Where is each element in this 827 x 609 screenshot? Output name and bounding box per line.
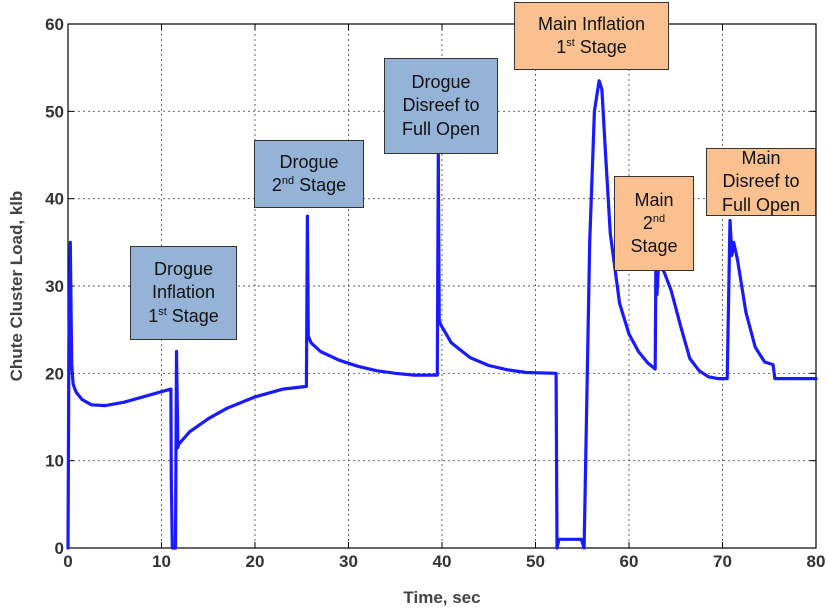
y-tick-label: 40 [45, 190, 64, 209]
annotation-text: 1 [148, 305, 159, 326]
y-tick-label: 50 [45, 102, 64, 121]
annotation-line: Drogue [279, 151, 339, 172]
x-tick-label: 0 [63, 552, 72, 571]
annotation-line: 1st Stage [556, 36, 627, 59]
annotation-text: Stage [294, 175, 347, 195]
x-tick-label: 20 [246, 552, 265, 571]
annotation-text: Stage [574, 37, 627, 57]
x-tick-label: 80 [807, 552, 826, 571]
x-tick-label: 10 [152, 552, 171, 571]
annotation-superscript: st [158, 305, 167, 318]
annotation-line: Disreef to [402, 95, 480, 116]
x-tick-label: 50 [526, 552, 545, 571]
annotation-line: Full Open [401, 118, 481, 139]
x-tick-label: 40 [433, 552, 452, 571]
y-tick-label: 20 [45, 364, 64, 383]
annotation-line: Stage [630, 236, 678, 257]
annotation-text: 2 [271, 175, 282, 195]
annotation-line: 1st Stage [148, 305, 219, 328]
annotation-line: Main Inflation [537, 13, 646, 34]
y-axis-label: Chute Cluster Load, klb [7, 191, 26, 382]
annotation-callout: Main Inflation 1st Stage [514, 2, 669, 70]
annotation-line: Main [634, 189, 674, 210]
annotation-callout: Drogue 2nd Stage [254, 140, 364, 208]
axis-ticks: 0 10 20 30 40 50 60 70 80 0 10 20 30 40 50 60 [45, 15, 825, 571]
x-tick-label: 70 [713, 552, 732, 571]
annotation-callout: Main 2nd Stage [614, 176, 694, 271]
x-tick-label: 60 [620, 552, 639, 571]
annotation-callout: Main Disreef to Full Open [706, 148, 816, 216]
y-tick-label: 30 [45, 277, 64, 296]
annotation-line: Main [741, 148, 781, 169]
x-axis-label: Time, sec [403, 588, 480, 607]
annotation-text: 1 [556, 37, 567, 57]
series-layer [66, 79, 818, 550]
y-tick-label: 60 [45, 15, 64, 34]
annotation-line: Full Open [721, 194, 801, 215]
annotation-superscript: st [566, 37, 575, 49]
x-tick-label: 30 [339, 552, 358, 571]
y-tick-label: 0 [55, 539, 64, 558]
annotation-callout: Drogue Inflation 1st Stage [130, 246, 237, 340]
annotation-text: 2 [642, 212, 653, 233]
annotation-superscript: nd [652, 212, 666, 225]
annotation-line: Inflation [151, 282, 216, 303]
load-series-line [66, 79, 818, 550]
y-tick-label: 10 [45, 452, 64, 471]
annotation-line: Disreef to [722, 171, 800, 192]
annotation-line: 2nd [643, 212, 665, 235]
annotation-text: Stage [166, 305, 219, 326]
annotation-line: Drogue [411, 72, 471, 93]
annotation-callout: Drogue Disreef to Full Open [384, 58, 498, 154]
annotation-line: 2nd Stage [272, 174, 346, 197]
annotation-line: Drogue [153, 259, 214, 280]
annotation-superscript: nd [281, 175, 295, 187]
